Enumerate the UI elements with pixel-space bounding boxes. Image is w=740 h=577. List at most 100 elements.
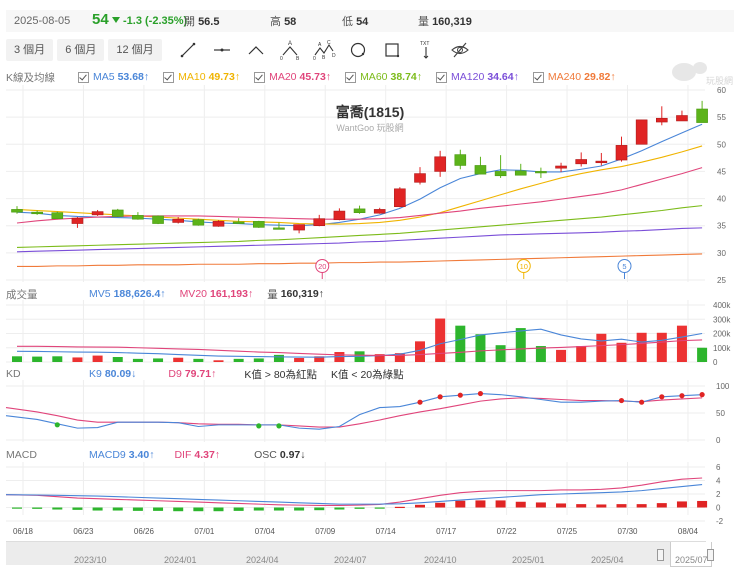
macd-legend: MACD MACD9 3.40↑ DIF 4.37↑ OSC 0.97↓ bbox=[6, 447, 320, 463]
checkbox-icon[interactable] bbox=[78, 71, 89, 83]
svg-text:D: D bbox=[332, 53, 336, 59]
svg-text:300k: 300k bbox=[713, 315, 731, 324]
ma-legend-title: K線及均線 bbox=[6, 71, 56, 84]
svg-text:40: 40 bbox=[717, 195, 726, 204]
price-pane: 20 10 5 bbox=[11, 100, 708, 279]
grid-lines bbox=[6, 85, 705, 522]
kd-legend-title: KD bbox=[6, 368, 21, 380]
svg-text:30: 30 bbox=[717, 249, 726, 258]
ma120-toggle[interactable]: MA120 34.64↑ bbox=[436, 71, 519, 83]
svg-text:0: 0 bbox=[716, 436, 721, 445]
horizontal-line-tool-icon[interactable] bbox=[210, 39, 234, 61]
chart-title: 富喬(1815) bbox=[336, 104, 404, 120]
svg-text:07/04: 07/04 bbox=[255, 527, 276, 536]
checkbox-icon[interactable] bbox=[532, 71, 544, 83]
volume-legend-title: 成交量 bbox=[6, 288, 38, 301]
svg-text:400k: 400k bbox=[713, 301, 731, 310]
text-tool-icon[interactable]: TXT bbox=[414, 39, 438, 61]
checkbox-icon[interactable] bbox=[436, 71, 448, 83]
ma240-toggle[interactable]: MA240 29.82↑ bbox=[532, 71, 616, 83]
vol-value: 量 160,319↑ bbox=[267, 288, 324, 301]
down-triangle-icon bbox=[112, 17, 120, 23]
quote-date: 2025-08-05 bbox=[14, 15, 71, 27]
svg-text:0: 0 bbox=[280, 56, 283, 61]
svg-text:5: 5 bbox=[622, 262, 626, 271]
volume: 量 160,319 bbox=[418, 16, 472, 28]
svg-text:TXT: TXT bbox=[420, 41, 429, 47]
chart-subtitle: WantGoo 玩股網 bbox=[336, 122, 403, 133]
svg-text:07/09: 07/09 bbox=[315, 527, 336, 536]
svg-text:20: 20 bbox=[318, 262, 326, 271]
svg-text:0: 0 bbox=[713, 358, 718, 367]
angle-tool-icon[interactable] bbox=[244, 39, 268, 61]
svg-text:35: 35 bbox=[717, 222, 726, 231]
svg-text:06/26: 06/26 bbox=[134, 527, 155, 536]
svg-text:07/25: 07/25 bbox=[557, 527, 578, 536]
macd-legend-title: MACD bbox=[6, 449, 37, 461]
circle-tool-icon[interactable] bbox=[346, 39, 370, 61]
kd-green-note: K值 < 20為綠點 bbox=[331, 368, 404, 381]
hide-drawings-icon[interactable] bbox=[448, 39, 472, 61]
svg-text:50: 50 bbox=[716, 409, 725, 418]
svg-text:0: 0 bbox=[313, 56, 316, 61]
open-price: 開 56.5 bbox=[184, 16, 220, 28]
last-price: 54 bbox=[92, 11, 109, 28]
kd-red-note: K值 > 80為紅點 bbox=[244, 368, 317, 381]
svg-text:-2: -2 bbox=[716, 517, 724, 526]
osc-value: OSC 0.97↓ bbox=[254, 449, 306, 461]
svg-text:07/14: 07/14 bbox=[376, 527, 397, 536]
svg-text:50: 50 bbox=[717, 140, 726, 149]
navigator-right-handle[interactable] bbox=[707, 549, 714, 561]
high-price: 高 58 bbox=[270, 16, 297, 28]
macd9-value: MACD9 3.40↑ bbox=[89, 449, 155, 461]
range-6m-button[interactable]: 6 個月 bbox=[57, 39, 105, 61]
volume-legend: 成交量 MV5 188,626.4↑ MV20 161,193↑ 量 160,319↑ bbox=[6, 286, 338, 302]
checkbox-icon[interactable] bbox=[163, 71, 175, 83]
svg-text:200k: 200k bbox=[713, 330, 731, 339]
ma60-toggle[interactable]: MA60 38.74↑ bbox=[345, 71, 422, 83]
rectangle-tool-icon[interactable] bbox=[380, 39, 404, 61]
ma10-toggle[interactable]: MA10 49.73↑ bbox=[163, 71, 240, 83]
checkbox-icon[interactable] bbox=[254, 71, 266, 83]
svg-text:A: A bbox=[318, 42, 322, 48]
svg-text:60: 60 bbox=[717, 86, 726, 95]
svg-text:08/04: 08/04 bbox=[678, 527, 699, 536]
ma5-toggle[interactable]: MA5 53.68↑ bbox=[78, 71, 149, 83]
svg-text:25: 25 bbox=[717, 276, 726, 285]
quote-bar: 2025-08-05 54 -1.3 (-2.35%) 開 56.5 高 58 … bbox=[6, 10, 734, 32]
navigator-left-handle[interactable] bbox=[657, 549, 664, 561]
svg-text:玩股網: 玩股網 bbox=[706, 75, 733, 86]
svg-text:07/22: 07/22 bbox=[497, 527, 518, 536]
range-3m-button[interactable]: 3 個月 bbox=[6, 39, 54, 61]
axis-labels: 25303540455055600100k200k300k400k050100-… bbox=[13, 86, 731, 536]
price-change: -1.3 (-2.35%) bbox=[112, 15, 187, 27]
svg-text:A: A bbox=[288, 41, 292, 47]
svg-text:07/30: 07/30 bbox=[617, 527, 638, 536]
svg-text:55: 55 bbox=[717, 113, 726, 122]
low-price: 低 54 bbox=[342, 16, 369, 28]
svg-text:0: 0 bbox=[716, 504, 721, 513]
svg-text:4: 4 bbox=[716, 477, 721, 486]
svg-text:07/01: 07/01 bbox=[194, 527, 215, 536]
wantgoo-logo: 玩股網 bbox=[664, 60, 734, 88]
svg-text:06/18: 06/18 bbox=[13, 527, 34, 536]
svg-text:C: C bbox=[327, 40, 331, 46]
line-tool-icon[interactable] bbox=[176, 39, 200, 61]
svg-text:45: 45 bbox=[717, 167, 726, 176]
macd-pane bbox=[5, 477, 708, 512]
range-12m-button[interactable]: 12 個月 bbox=[108, 39, 162, 61]
k9-value: K9 80.09↓ bbox=[89, 368, 137, 380]
volume-pane bbox=[12, 318, 708, 362]
range-navigator[interactable]: 2023/10 2024/01 2024/04 2024/07 2024/10 … bbox=[6, 541, 714, 567]
svg-text:2: 2 bbox=[716, 490, 721, 499]
abc-pattern-tool-icon[interactable]: A 0 B bbox=[278, 39, 302, 61]
svg-text:B: B bbox=[296, 56, 300, 61]
navigator-window[interactable]: 2025/07 bbox=[670, 542, 712, 567]
kd-pane bbox=[5, 390, 705, 430]
svg-text:100k: 100k bbox=[713, 344, 731, 353]
checkbox-icon[interactable] bbox=[345, 71, 357, 83]
ma20-toggle[interactable]: MA20 45.73↑ bbox=[254, 71, 331, 83]
